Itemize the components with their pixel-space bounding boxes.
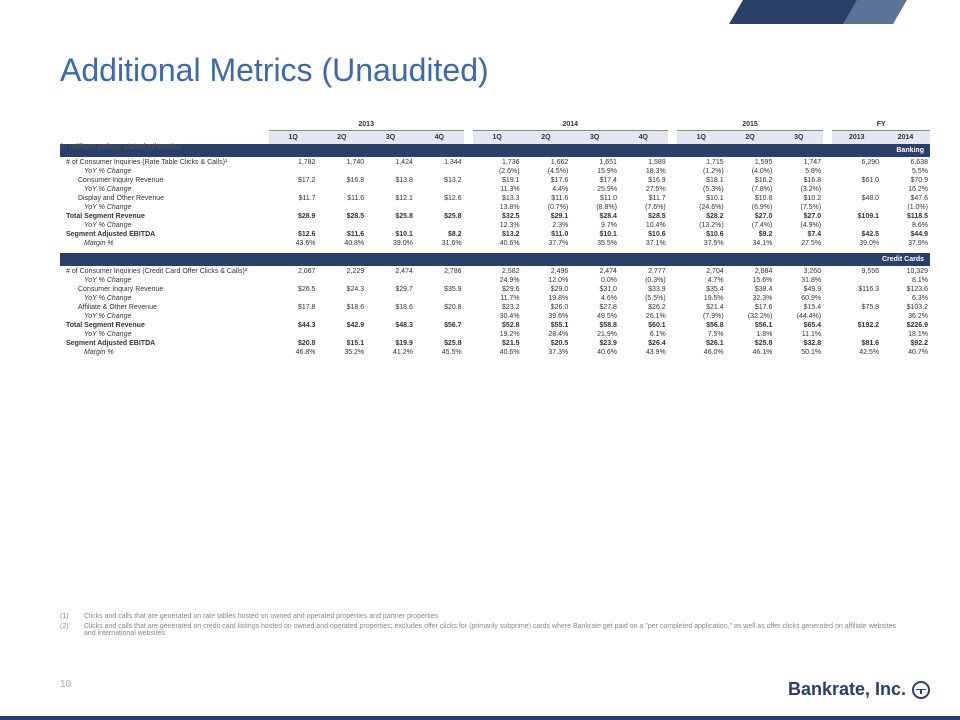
table-row: Total Segment Revenue$28.9$28.5$25.8$25.…: [60, 211, 930, 220]
table-row: YoY % Change12.3%2.3%9.7%10.4%(13.2%)(7.…: [60, 220, 930, 229]
logo-text: Bankrate, Inc.: [788, 679, 906, 700]
table-row: Margin %43.6%40.8%39.0%31.6%40.6%37.7%35…: [60, 238, 930, 247]
table-row: Segment Adjusted EBITDA$20.8$15.1$19.9$2…: [60, 338, 930, 347]
table-row: YoY % Change13.8%(0.7%)(8.8%)(7.6%)(24.6…: [60, 202, 930, 211]
section-header: Credit Cards: [60, 253, 930, 266]
table-row: Segment Adjusted EBITDA$12.6$11.6$10.1$8…: [60, 229, 930, 238]
table-row: Consumer Inquiry Revenue$17.2$16.8$13.8$…: [60, 175, 930, 184]
table-row: YoY % Change11.3%4.4%25.9%27.5%(5.3%)(7.…: [60, 184, 930, 193]
section-header: Banking: [60, 144, 930, 157]
table-row: # of Consumer Inquiries (Credit Card Off…: [60, 266, 930, 275]
table-row: YoY % Change24.9%12.0%0.0%(0.3%)4.7%15.6…: [60, 275, 930, 284]
footnote: (2)Clicks and calls that are generated o…: [60, 623, 900, 637]
table-row: Consumer Inquiry Revenue$26.5$24.3$29.7$…: [60, 284, 930, 293]
table-row: YoY % Change(2.6%)(4.5%)15.9%18.3%(1.2%)…: [60, 166, 930, 175]
column-header-row: 1Q2Q3Q4Q1Q2Q3Q4Q1Q2Q3Q20132014: [60, 131, 930, 145]
table-row: YoY % Change30.4%39.6%49.5%26.1%(7.9%)(3…: [60, 311, 930, 320]
table-row: Total Segment Revenue$44.3$42.9$48.3$56.…: [60, 320, 930, 329]
page-number: 10: [60, 679, 71, 690]
footnotes: (1)Clicks and calls that are generated o…: [60, 613, 900, 640]
metrics-table: 201320142015FY1Q2Q3Q4Q1Q2Q3Q4Q1Q2Q3Q2013…: [60, 120, 930, 362]
table-row: Margin %46.8%35.2%41.2%45.5%40.6%37.3%40…: [60, 347, 930, 356]
page-title: Additional Metrics (Unaudited): [60, 52, 489, 89]
units-note: In millions unless stated otherwise: [60, 142, 181, 151]
year-header-row: 201320142015FY: [60, 120, 930, 131]
table-row: # of Consumer Inquiries (Rate Table Clic…: [60, 157, 930, 166]
table-row: YoY % Change11.7%19.8%4.6%(5.5%)19.5%32.…: [60, 293, 930, 302]
accent-bar: [729, 0, 863, 24]
bottom-border: [0, 716, 960, 720]
brand-logo: Bankrate, Inc.: [788, 679, 930, 700]
table-row: Display and Other Revenue$11.7$11.6$12.1…: [60, 193, 930, 202]
table-row: YoY % Change19.2%28.4%21.9%6.1%7.5%1.8%1…: [60, 329, 930, 338]
logo-icon: [912, 681, 930, 699]
footnote: (1)Clicks and calls that are generated o…: [60, 613, 900, 620]
table-row: Affiliate & Other Revenue$17.8$18.6$18.6…: [60, 302, 930, 311]
top-accent: [736, 0, 900, 24]
